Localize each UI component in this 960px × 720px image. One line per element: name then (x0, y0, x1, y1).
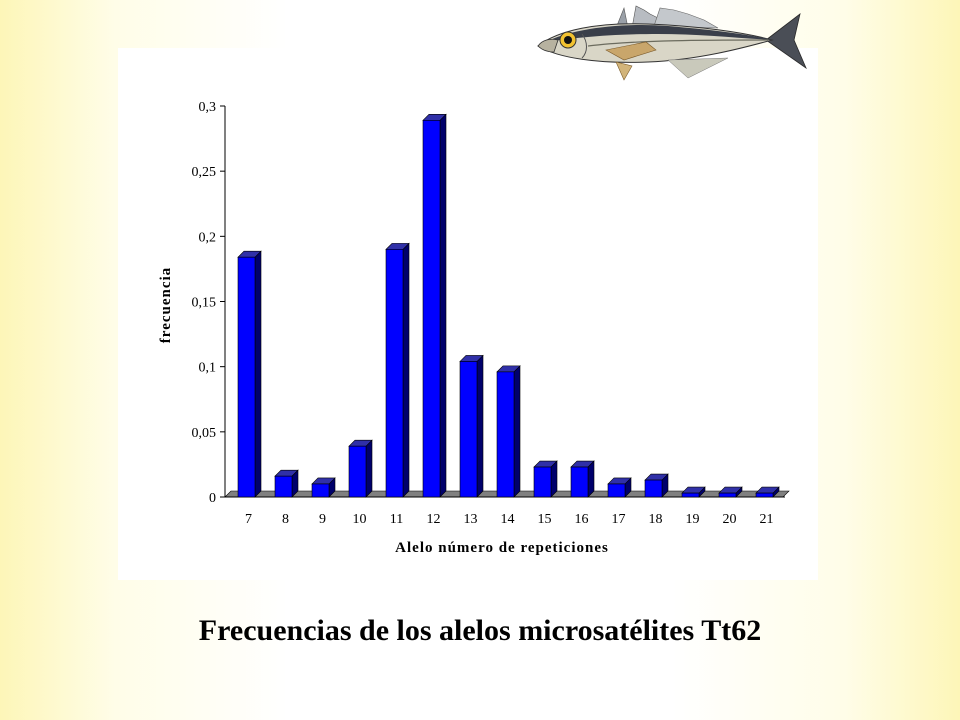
slide-caption: Frecuencias de los alelos microsatélites… (198, 614, 762, 647)
bar-front (422, 120, 441, 498)
bar-front (681, 492, 700, 498)
x-tick-label: 13 (464, 512, 478, 527)
bar-side (254, 250, 262, 498)
bar-front (385, 249, 404, 498)
y-tick-label: 0 (209, 491, 216, 506)
y-tick-label: 0,25 (192, 165, 217, 180)
bar-front (348, 445, 367, 498)
bar-side (476, 354, 484, 498)
bar-side (439, 113, 447, 498)
bar-front (533, 466, 552, 498)
x-tick-label: 11 (390, 512, 403, 527)
bar (533, 460, 558, 498)
y-tick-label: 0,05 (192, 426, 217, 441)
bar (607, 477, 632, 498)
bar (459, 354, 484, 498)
x-tick-label: 19 (686, 512, 700, 527)
x-tick-label: 21 (760, 512, 774, 527)
x-tick-label: 15 (538, 512, 552, 527)
bar-front (718, 492, 737, 498)
y-axis-title: frecuencia (158, 267, 174, 343)
bar (570, 460, 595, 498)
x-tick-label: 14 (501, 512, 515, 527)
x-tick-label: 18 (649, 512, 663, 527)
x-tick-label: 20 (723, 512, 737, 527)
bar (496, 365, 521, 498)
bar-front (607, 483, 626, 498)
y-tick-label: 0,15 (192, 296, 217, 311)
y-tick-label: 0,1 (199, 361, 217, 376)
y-tick-label: 0,2 (199, 230, 217, 245)
bar-front (274, 475, 293, 498)
bar-side (402, 242, 410, 498)
bar-side (513, 365, 521, 498)
x-tick-label: 7 (245, 512, 252, 527)
x-tick-label: 8 (282, 512, 289, 527)
x-axis-title: Alelo número de repeticiones (395, 540, 609, 556)
x-tick-label: 10 (353, 512, 367, 527)
x-tick-label: 16 (575, 512, 589, 527)
bar (385, 242, 410, 498)
bar (755, 486, 780, 498)
bar-side (365, 439, 373, 498)
bar-front (644, 479, 663, 498)
x-tick-label: 12 (427, 512, 441, 527)
bar (237, 250, 262, 498)
bar-front (459, 361, 478, 498)
bar (274, 469, 299, 498)
bar-front (311, 483, 330, 498)
bar-front (755, 492, 774, 498)
bar (681, 486, 706, 498)
x-tick-label: 17 (612, 512, 626, 527)
bar-front (570, 466, 589, 498)
bar (644, 473, 669, 498)
mackerel-fish-image (537, 5, 807, 81)
bar-front (496, 371, 515, 498)
bar (311, 477, 336, 498)
bar (348, 439, 373, 498)
y-tick-label: 0,3 (199, 100, 217, 115)
bar-front (237, 256, 256, 498)
x-tick-label: 9 (319, 512, 326, 527)
bar (422, 113, 447, 498)
bar (718, 486, 743, 498)
